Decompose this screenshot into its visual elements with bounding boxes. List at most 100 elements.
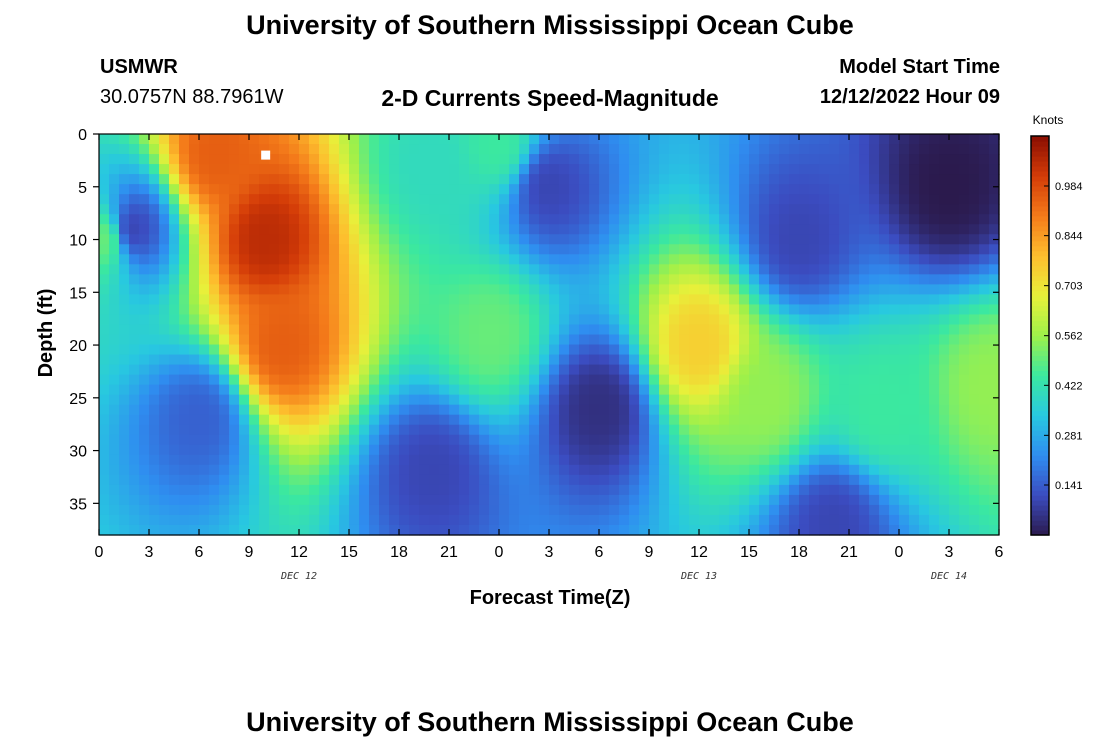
heatmap-cell	[609, 354, 620, 366]
heatmap-cell	[229, 164, 240, 175]
heatmap-cell	[529, 164, 540, 175]
heatmap-cell	[159, 354, 170, 366]
heatmap-cell	[779, 524, 790, 536]
heatmap-cell	[649, 254, 660, 265]
heatmap-cell	[279, 494, 290, 506]
heatmap-cell	[719, 244, 730, 255]
heatmap-cell	[589, 524, 600, 536]
heatmap-cell	[239, 464, 250, 476]
heatmap-cell	[989, 324, 1000, 336]
heatmap-cell	[769, 434, 780, 446]
heatmap-cell	[469, 504, 480, 516]
heatmap-cell	[969, 334, 980, 346]
heatmap-cell	[129, 284, 140, 296]
heatmap-cell	[799, 464, 810, 476]
heatmap-cell	[449, 474, 460, 486]
heatmap-cell	[789, 284, 800, 296]
heatmap-cell	[549, 334, 560, 346]
heatmap-cell	[469, 204, 480, 215]
heatmap-cell	[519, 174, 530, 185]
heatmap-cell	[199, 244, 210, 255]
heatmap-cell	[809, 514, 820, 526]
heatmap-cell	[309, 504, 320, 516]
heatmap-cell	[539, 454, 550, 466]
heatmap-cell	[539, 264, 550, 275]
colorbar-swatch	[1031, 136, 1049, 142]
heatmap-cell	[959, 444, 970, 456]
heatmap-cell	[789, 204, 800, 215]
heatmap-cell	[339, 424, 350, 436]
heatmap-cell	[129, 424, 140, 436]
heatmap-cell	[649, 324, 660, 336]
heatmap-cell	[459, 294, 470, 306]
heatmap-cell	[989, 254, 1000, 265]
heatmap-cell	[729, 204, 740, 215]
heatmap-cell	[649, 424, 660, 436]
heatmap-cell	[469, 134, 480, 145]
heatmap-cell	[409, 204, 420, 215]
heatmap-cell	[259, 354, 270, 366]
heatmap-cell	[139, 354, 150, 366]
heatmap-cell	[509, 434, 520, 446]
heatmap-cell	[959, 214, 970, 225]
heatmap-cell	[179, 474, 190, 486]
heatmap-cell	[499, 504, 510, 516]
heatmap-cell	[679, 504, 690, 516]
heatmap-cell	[319, 294, 330, 306]
heatmap-cell	[439, 234, 450, 245]
heatmap-cell	[729, 334, 740, 346]
heatmap-cell	[519, 344, 530, 356]
heatmap-cell	[869, 244, 880, 255]
heatmap-cell	[209, 304, 220, 316]
heatmap-cell	[269, 344, 280, 356]
heatmap-cell	[619, 474, 630, 486]
heatmap-cell	[119, 264, 130, 275]
heatmap-cell	[539, 234, 550, 245]
heatmap-cell	[549, 494, 560, 506]
heatmap-cell	[679, 284, 690, 296]
heatmap-cell	[799, 524, 810, 536]
heatmap-cell	[159, 234, 170, 245]
heatmap-cell	[369, 354, 380, 366]
heatmap-cell	[189, 294, 200, 306]
heatmap-cell	[849, 324, 860, 336]
heatmap-cell	[219, 354, 230, 366]
heatmap-cell	[789, 434, 800, 446]
heatmap-cell	[359, 184, 370, 195]
heatmap-cell	[409, 374, 420, 386]
heatmap-cell	[389, 474, 400, 486]
heatmap-cell	[889, 244, 900, 255]
heatmap-cell	[789, 374, 800, 386]
heatmap-cell	[589, 384, 600, 396]
heatmap-cell	[789, 304, 800, 316]
heatmap-cell	[629, 244, 640, 255]
heatmap-cell	[959, 244, 970, 255]
heatmap-cell	[539, 214, 550, 225]
heatmap-cell	[429, 374, 440, 386]
heatmap-cell	[569, 234, 580, 245]
heatmap-cell	[299, 344, 310, 356]
heatmap-cell	[979, 254, 990, 265]
heatmap-cell	[839, 204, 850, 215]
heatmap-cell	[169, 444, 180, 456]
heatmap-cell	[939, 134, 950, 145]
heatmap-cell	[689, 144, 700, 155]
heatmap-cell	[789, 234, 800, 245]
heatmap-cell	[669, 454, 680, 466]
heatmap-cell	[449, 394, 460, 406]
heatmap-cell	[359, 264, 370, 275]
heatmap-cell	[979, 234, 990, 245]
heatmap-cell	[779, 444, 790, 456]
heatmap-cell	[269, 264, 280, 275]
heatmap-cell	[799, 434, 810, 446]
heatmap-cell	[199, 204, 210, 215]
heatmap-cell	[829, 304, 840, 316]
heatmap-cell	[199, 524, 210, 536]
heatmap-cell	[489, 354, 500, 366]
heatmap-cell	[859, 514, 870, 526]
heatmap-cell	[129, 374, 140, 386]
heatmap-cell	[949, 404, 960, 416]
heatmap-cell	[769, 274, 780, 285]
heatmap-cell	[399, 304, 410, 316]
heatmap-cell	[879, 504, 890, 516]
